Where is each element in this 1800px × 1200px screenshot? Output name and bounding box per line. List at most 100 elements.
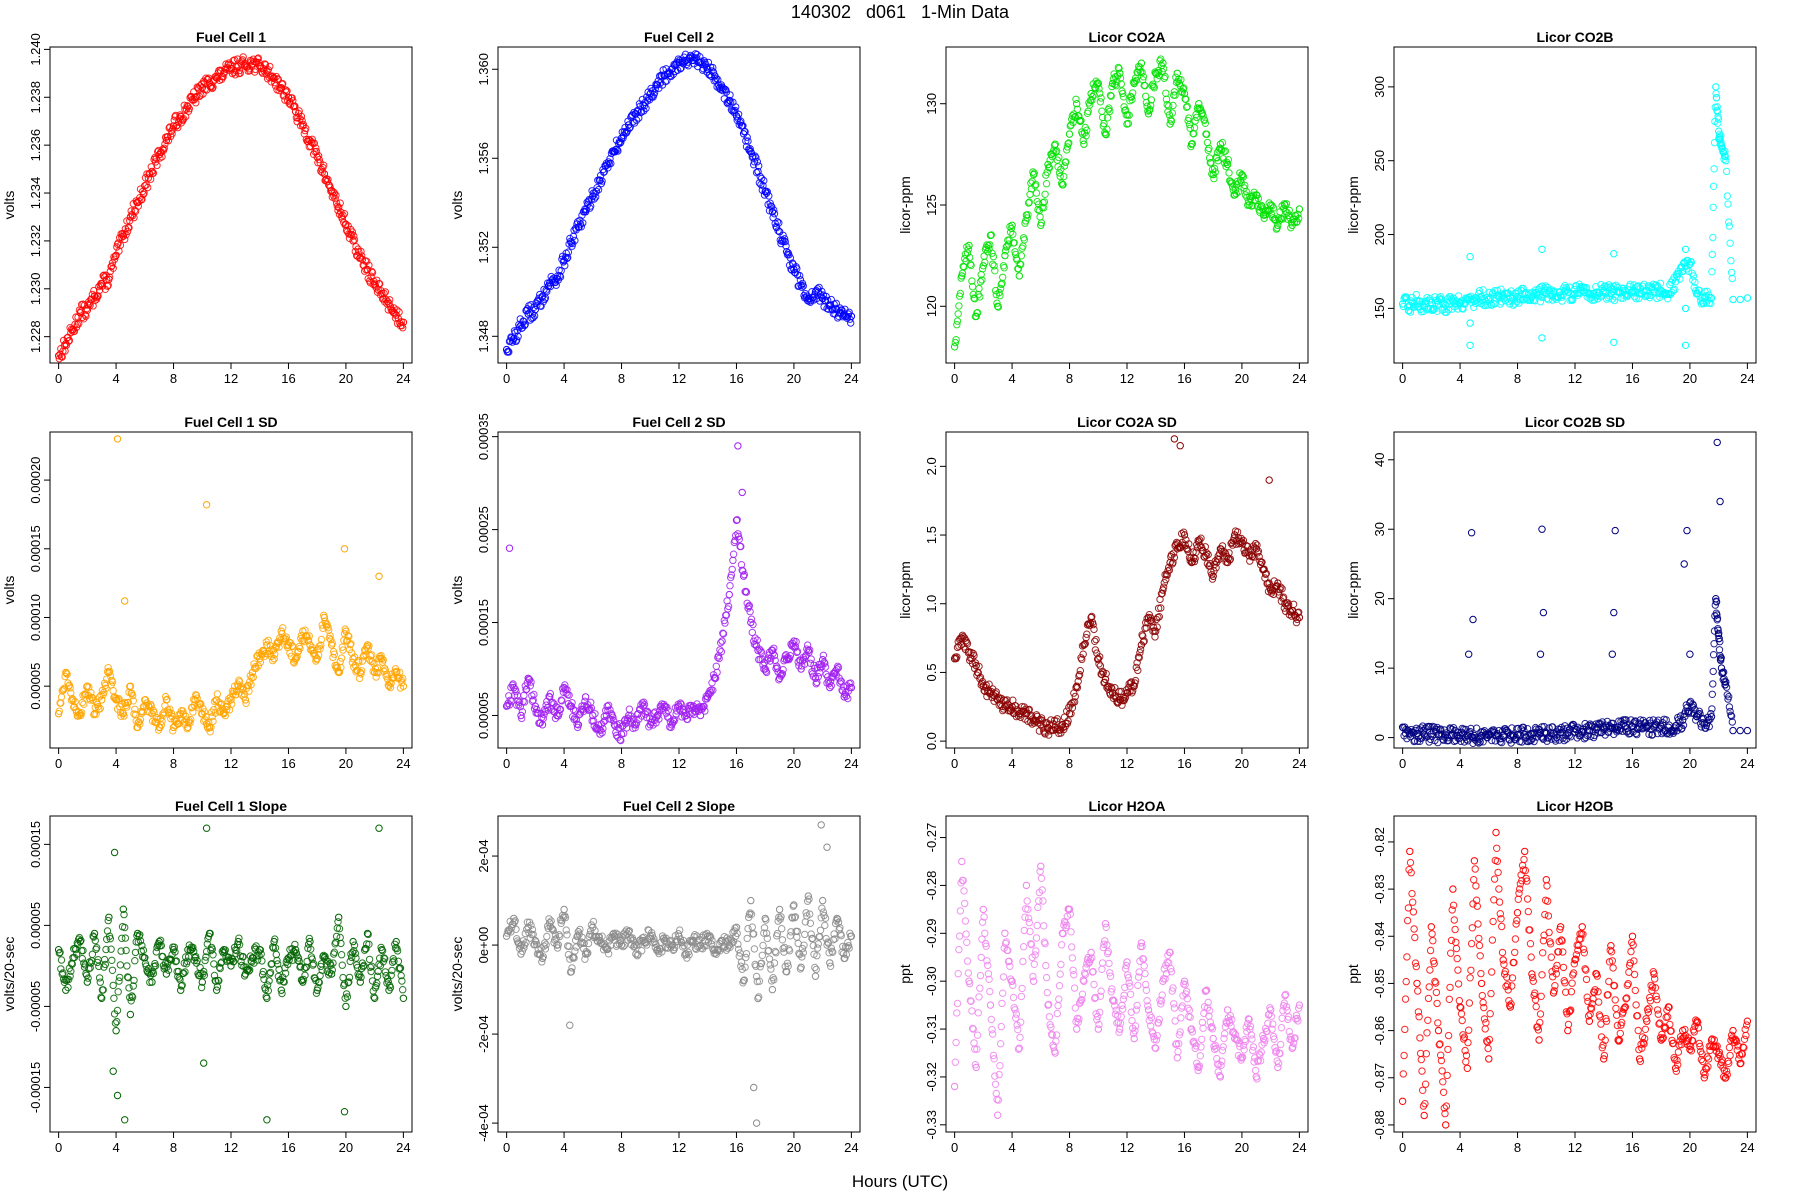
data-point [1538, 245, 1546, 254]
data-points [1398, 438, 1752, 747]
data-point [544, 282, 552, 291]
data-point [1680, 560, 1688, 568]
data-point [505, 348, 513, 356]
data-points [54, 53, 408, 363]
y-tick-label: 1.238 [28, 81, 43, 114]
data-point [1203, 138, 1212, 147]
x-tick-label: 16 [729, 756, 743, 771]
plot-frame [945, 46, 1309, 364]
data-point [847, 319, 855, 327]
y-tick-label: 1.356 [476, 142, 491, 175]
data-point [123, 227, 132, 236]
data-point [357, 247, 365, 256]
panel-title: Fuel Cell 2 SD [632, 414, 725, 430]
data-point [282, 88, 290, 96]
y-tick-label: 0.00015 [28, 821, 43, 868]
data-point [213, 74, 222, 82]
data-point [528, 310, 537, 318]
data-point [180, 101, 189, 110]
data-point [504, 347, 512, 355]
y-tick-label: 0.0 [924, 732, 939, 750]
data-point [807, 655, 815, 663]
data-point [1060, 713, 1069, 721]
data-point [725, 590, 733, 599]
data-point [817, 821, 825, 829]
data-point [230, 56, 239, 64]
data-point [568, 964, 576, 972]
data-point [748, 923, 756, 931]
data-point [350, 236, 359, 244]
data-point [340, 545, 349, 553]
data-point [126, 1010, 135, 1019]
data-point [324, 175, 332, 184]
data-point [109, 264, 117, 272]
data-point [514, 332, 522, 341]
y-tick-label: 0.00035 [476, 413, 491, 460]
data-point [265, 73, 273, 82]
x-tick-label: 24 [1292, 371, 1306, 386]
data-point [80, 700, 88, 708]
panel-title: Licor CO2A SD [1077, 414, 1177, 430]
data-point [146, 170, 154, 178]
data-point [365, 955, 374, 964]
data-point [332, 191, 340, 200]
data-point [352, 954, 360, 962]
data-point [341, 221, 349, 229]
data-point [1173, 69, 1182, 78]
data-point [1042, 180, 1051, 188]
x-tick-label: 12 [672, 371, 686, 386]
data-point [229, 57, 237, 65]
data-point [399, 994, 408, 1002]
data-point [543, 287, 551, 296]
panel-title: Fuel Cell 1 Slope [175, 798, 287, 814]
data-point [1727, 268, 1736, 277]
data-point [747, 896, 755, 905]
data-point [159, 145, 167, 153]
data-point [365, 261, 373, 269]
data-point [54, 352, 63, 360]
y-tick-label: 1.360 [476, 53, 491, 86]
data-point [1708, 268, 1716, 276]
data-point [376, 280, 384, 288]
data-point [125, 224, 133, 232]
data-point [980, 252, 988, 260]
data-point [1712, 94, 1721, 102]
data-point [1736, 295, 1744, 304]
x-tick-label: 4 [1008, 756, 1015, 771]
y-tick-label: 0.00005 [476, 692, 491, 739]
x-tick-label: 0 [951, 371, 958, 386]
y-tick-label: 10 [1372, 661, 1387, 675]
y-tick-label: 0.00010 [28, 594, 43, 641]
data-point [571, 947, 579, 955]
x-tick-label: 4 [560, 756, 567, 771]
data-point [560, 905, 568, 914]
y-axis-label: licor-ppm [1345, 561, 1361, 619]
data-point [382, 295, 390, 304]
x-tick-label: 20 [339, 371, 353, 386]
data-point [127, 207, 135, 215]
data-point [1162, 89, 1170, 98]
x-tick-label: 20 [1683, 756, 1697, 771]
data-point [1465, 650, 1473, 658]
data-point [315, 155, 323, 164]
data-point [1017, 252, 1026, 260]
data-point [318, 168, 326, 177]
data-point [160, 144, 168, 152]
data-point [82, 312, 90, 320]
data-point [975, 284, 983, 293]
data-point [1065, 130, 1074, 138]
x-tick-label: 24 [1740, 756, 1754, 771]
data-point [1729, 295, 1737, 304]
data-point [269, 656, 277, 665]
data-point [254, 54, 262, 62]
x-tick-label: 16 [1625, 756, 1639, 771]
data-point [239, 53, 247, 61]
data-points [502, 50, 856, 356]
y-axis-label: volts [1, 576, 17, 605]
y-axis-label: volts [449, 191, 465, 220]
data-point [65, 336, 74, 345]
data-point [1479, 286, 1487, 294]
x-tick-label: 20 [1235, 371, 1249, 386]
x-tick-label: 8 [170, 756, 177, 771]
panel-6: Fuel Cell 2 SD0 4 8 12 16 20 240.000050.000150… [449, 413, 861, 771]
